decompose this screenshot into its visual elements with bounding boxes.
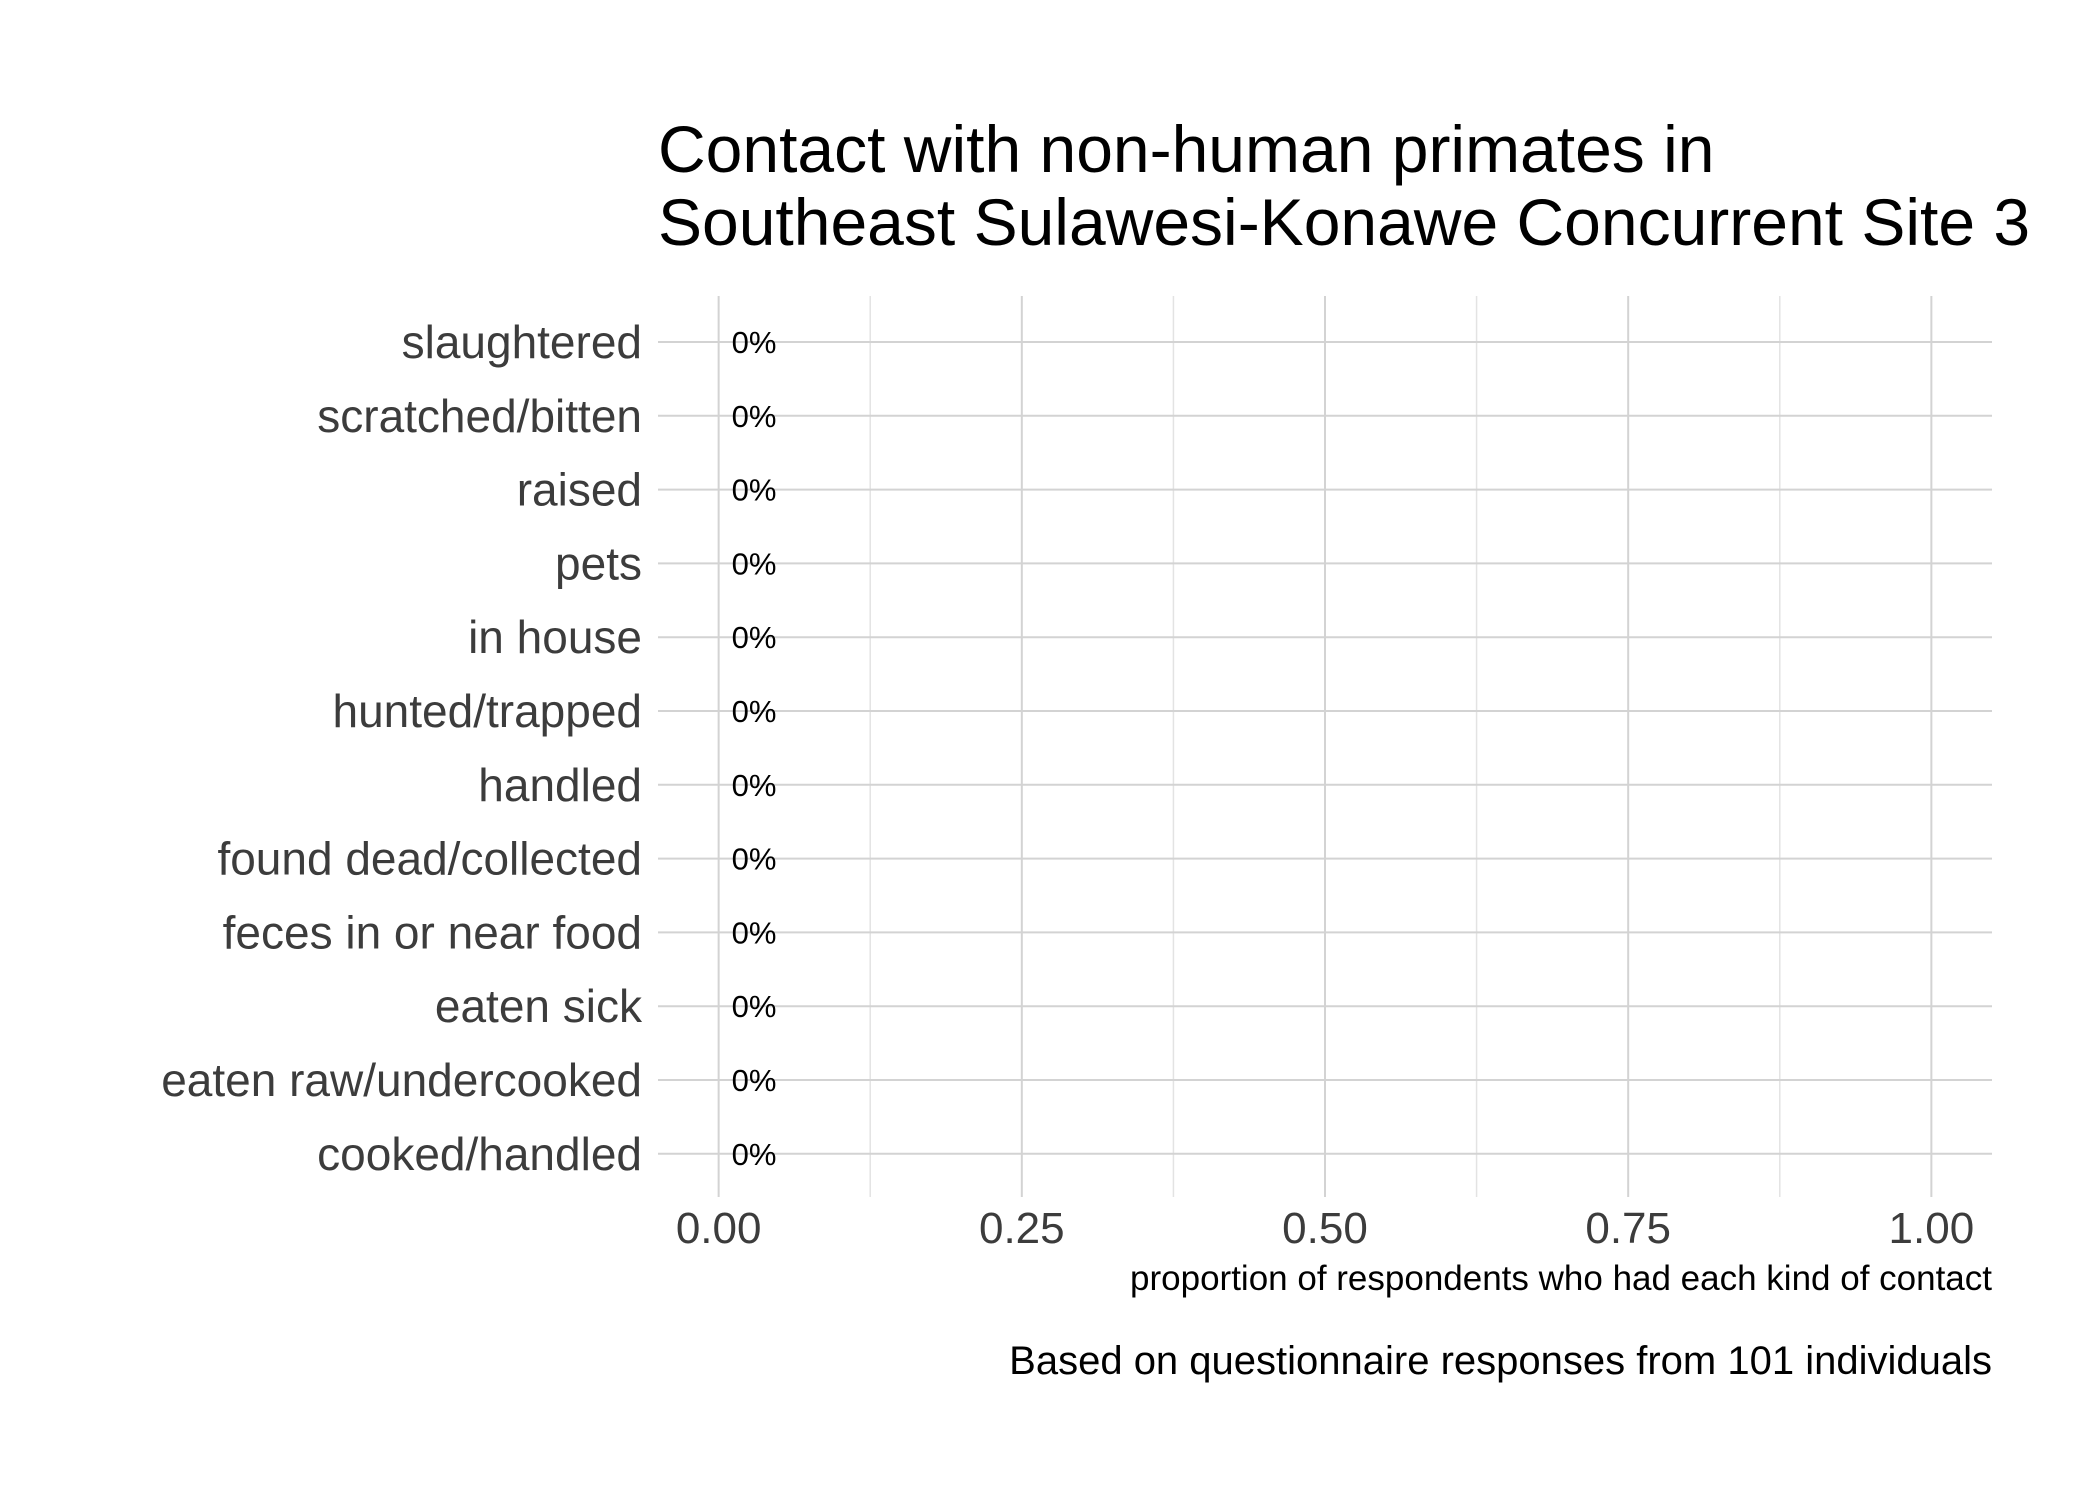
category-axis: slaughtered scratched/bitten raised pets in … [161,316,643,1180]
category-label: slaughtered [402,316,642,368]
category-label: eaten sick [435,980,643,1032]
category-label: cooked/handled [317,1128,642,1180]
x-tick-label: 0.50 [1282,1204,1368,1253]
data-label: 0% [732,620,777,655]
category-label: feces in or near food [223,906,642,958]
chart-title-line-1: Contact with non-human primates in [658,112,1715,186]
data-label: 0% [732,473,777,508]
category-label: handled [478,759,642,811]
data-label: 0% [732,768,777,803]
chart-caption: Based on questionnaire responses from 10… [1009,1339,1992,1383]
chart-title-line-2: Southeast Sulawesi-Konawe Concurrent Sit… [658,185,2030,259]
x-tick-label: 1.00 [1889,1204,1975,1253]
x-tick-label: 0.25 [979,1204,1065,1253]
category-label: found dead/collected [217,833,642,885]
data-label: 0% [732,325,777,360]
data-label: 0% [732,399,777,434]
data-label: 0% [732,694,777,729]
x-tick-label: 0.75 [1585,1204,1671,1253]
data-label: 0% [732,1063,777,1098]
category-label: hunted/trapped [333,685,643,737]
data-label: 0% [732,915,777,950]
category-label: scratched/bitten [317,390,642,442]
x-axis-ticks: 0.00 0.25 0.50 0.75 1.00 [676,1204,1974,1253]
category-label: raised [517,464,642,516]
x-axis-title: proportion of respondents who had each k… [1130,1259,1992,1298]
category-label: pets [555,537,642,589]
data-label: 0% [732,989,777,1024]
category-label: eaten raw/undercooked [161,1054,642,1106]
data-label: 0% [732,842,777,877]
x-tick-label: 0.00 [676,1204,762,1253]
data-labels: 0% 0% 0% 0% 0% 0% 0% 0% 0% 0% 0% 0% [732,325,777,1172]
grid-lines [658,296,1992,1197]
data-label: 0% [732,1137,777,1172]
data-label: 0% [732,546,777,581]
category-label: in house [468,611,642,663]
